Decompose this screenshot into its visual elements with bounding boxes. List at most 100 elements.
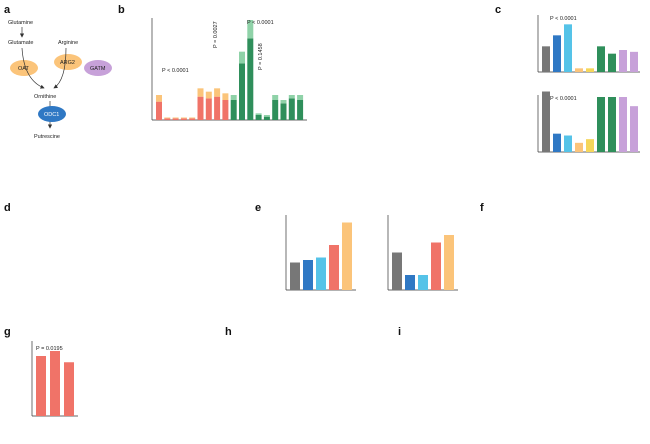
b-left-bars-bar-16-s2	[288, 98, 295, 120]
c-top-pvalue: P < 0.0001	[550, 16, 577, 22]
c-bottom-bars-bar-7	[619, 97, 627, 152]
e-left-bars-bar-2	[316, 257, 326, 290]
b-left-bars-bar-5-s0	[197, 96, 204, 120]
e-right-bars-bar-0	[392, 252, 402, 290]
e-left-bars	[290, 222, 352, 290]
e-left-bars-bar-4	[342, 222, 352, 290]
c-top-bars-bar-0	[542, 46, 550, 72]
g-left-bars-bar-0-s0	[36, 356, 46, 416]
c-bottom-bars	[542, 91, 638, 152]
b-left-bars-bar-6-s1	[205, 91, 212, 99]
chart-b-left: P < 0.0001 P = 0.0027 P < 0.0001 P = 0.1…	[151, 18, 307, 121]
oat-enzyme-shape	[10, 60, 38, 76]
e-left-bars-bar-3	[329, 245, 339, 290]
panel-letter-h: h	[225, 326, 232, 338]
chart-e-right	[387, 215, 458, 291]
b-left-bars-bar-6-s0	[205, 98, 212, 120]
e-right-bars-bar-3	[431, 242, 441, 290]
c-bottom-bars-bar-8	[630, 106, 638, 152]
b-left-bars-bar-4-s1	[189, 117, 196, 119]
panel-letter-g: g	[4, 326, 11, 338]
e-right-bars-bar-2	[418, 275, 428, 290]
c-bottom-bars-bar-1	[553, 133, 561, 152]
b-left-bars-bar-4-s0	[189, 118, 196, 120]
e-right-bars	[392, 235, 454, 290]
node-putrescine: Putrescine	[34, 134, 60, 140]
c-top-bars-bar-6	[608, 53, 616, 72]
b-left-bars-bar-15-s3	[280, 100, 287, 104]
g-left-pvalue: P = 0.0195	[36, 346, 63, 352]
b-left-bars-bar-13-s2	[263, 116, 270, 120]
c-top-bars-bar-5	[597, 46, 605, 72]
node-oat: OAT	[18, 66, 30, 72]
panel-letter-b: b	[118, 4, 125, 16]
chart-c-bottom: P < 0.0001	[537, 91, 640, 153]
chart-g-left: P = 0.0195	[31, 341, 78, 417]
b-left-bars-bar-13-s3	[263, 115, 270, 117]
b-left-bars-bar-0-s1	[156, 95, 162, 102]
panel-letter-d: d	[4, 202, 11, 214]
b-left-bars-bar-2-s0	[172, 118, 179, 120]
e-left-bars-bar-0	[290, 262, 300, 290]
panel-letter-a: a	[4, 4, 11, 16]
b-left-bars-bar-12-s3	[255, 113, 262, 115]
panel-letter-i: i	[398, 326, 402, 338]
node-arginine: Arginine	[58, 40, 78, 46]
chart-c-top: P < 0.0001	[537, 15, 640, 73]
b-left-bars-bar-11-s2	[247, 38, 254, 120]
b-left-bars-bar-11-s3	[247, 20, 254, 39]
arg2-enzyme-shape	[54, 54, 82, 70]
b-left-bars-bar-10-s3	[239, 51, 245, 64]
b-left-pvalue-1: P < 0.0001	[162, 68, 189, 74]
panel-letter-f: f	[480, 202, 484, 214]
b-left-bars-bar-14-s3	[272, 95, 279, 100]
node-glutamate: Glutamate	[8, 40, 33, 46]
node-glutamine: Glutamine	[8, 20, 33, 26]
c-bottom-bars-bar-5	[597, 97, 605, 152]
odc1-enzyme-shape	[38, 106, 66, 122]
c-bottom-pvalue: P < 0.0001	[550, 96, 577, 102]
b-left-bars-bar-8-s1	[222, 93, 229, 100]
b-left-bars-bar-12-s2	[255, 115, 262, 120]
chart-e-left	[285, 215, 356, 291]
e-right-bars-bar-4	[444, 235, 454, 290]
c-top-bars-bar-7	[619, 50, 627, 72]
b-left-bars-bar-3-s0	[180, 118, 187, 120]
b-left-bars-bar-9-s2	[230, 100, 237, 120]
b-left-bars-bar-2-s1	[172, 117, 179, 119]
c-bottom-bars-bar-2	[564, 135, 572, 152]
pathway-diagram: Glutamine Glutamate Arginine OAT ARG2 GA…	[8, 20, 112, 140]
node-odc1: ODC1	[44, 112, 59, 118]
b-left-bars-bar-9-s3	[230, 95, 237, 100]
b-left-bars-bar-7-s0	[214, 96, 221, 120]
c-top-bars-bar-1	[553, 35, 561, 72]
b-left-pvalue-3: P < 0.0001	[247, 20, 274, 26]
b-left-bars-bar-3-s1	[180, 117, 187, 119]
b-left-bars-bar-7-s1	[214, 88, 221, 97]
c-top-bars-bar-3	[575, 68, 583, 72]
b-left-bars-bar-15-s2	[280, 103, 287, 120]
b-left-bars-bar-14-s2	[272, 100, 279, 120]
panel-letter-c: c	[495, 4, 502, 16]
gatm-enzyme-shape	[84, 60, 112, 76]
b-left-bars	[156, 20, 304, 120]
b-left-bars-bar-17-s3	[297, 95, 304, 100]
panel-letter-e: e	[255, 202, 262, 214]
g-left-bars-bar-2-s0	[64, 362, 74, 416]
node-ornithine: Ornithine	[34, 94, 56, 100]
b-left-bars-bar-10-s2	[239, 63, 245, 120]
b-left-bars-bar-0-s0	[156, 101, 162, 120]
b-left-bars-bar-8-s0	[222, 100, 229, 120]
b-left-pvalue-4: P = 0.1458	[258, 43, 264, 70]
g-left-bars-bar-1-s0	[50, 351, 60, 416]
c-top-bars-bar-2	[564, 24, 572, 72]
e-right-bars-bar-1	[405, 275, 415, 290]
node-gatm: GATM	[90, 66, 106, 72]
c-bottom-bars-bar-0	[542, 91, 550, 152]
c-bottom-bars-bar-3	[575, 142, 583, 152]
c-bottom-bars-bar-4	[586, 139, 594, 152]
b-left-bars-bar-1-s0	[164, 118, 171, 120]
c-top-bars-bar-4	[586, 68, 594, 72]
b-left-bars-bar-5-s1	[197, 88, 204, 97]
node-arg2: ARG2	[60, 60, 75, 66]
